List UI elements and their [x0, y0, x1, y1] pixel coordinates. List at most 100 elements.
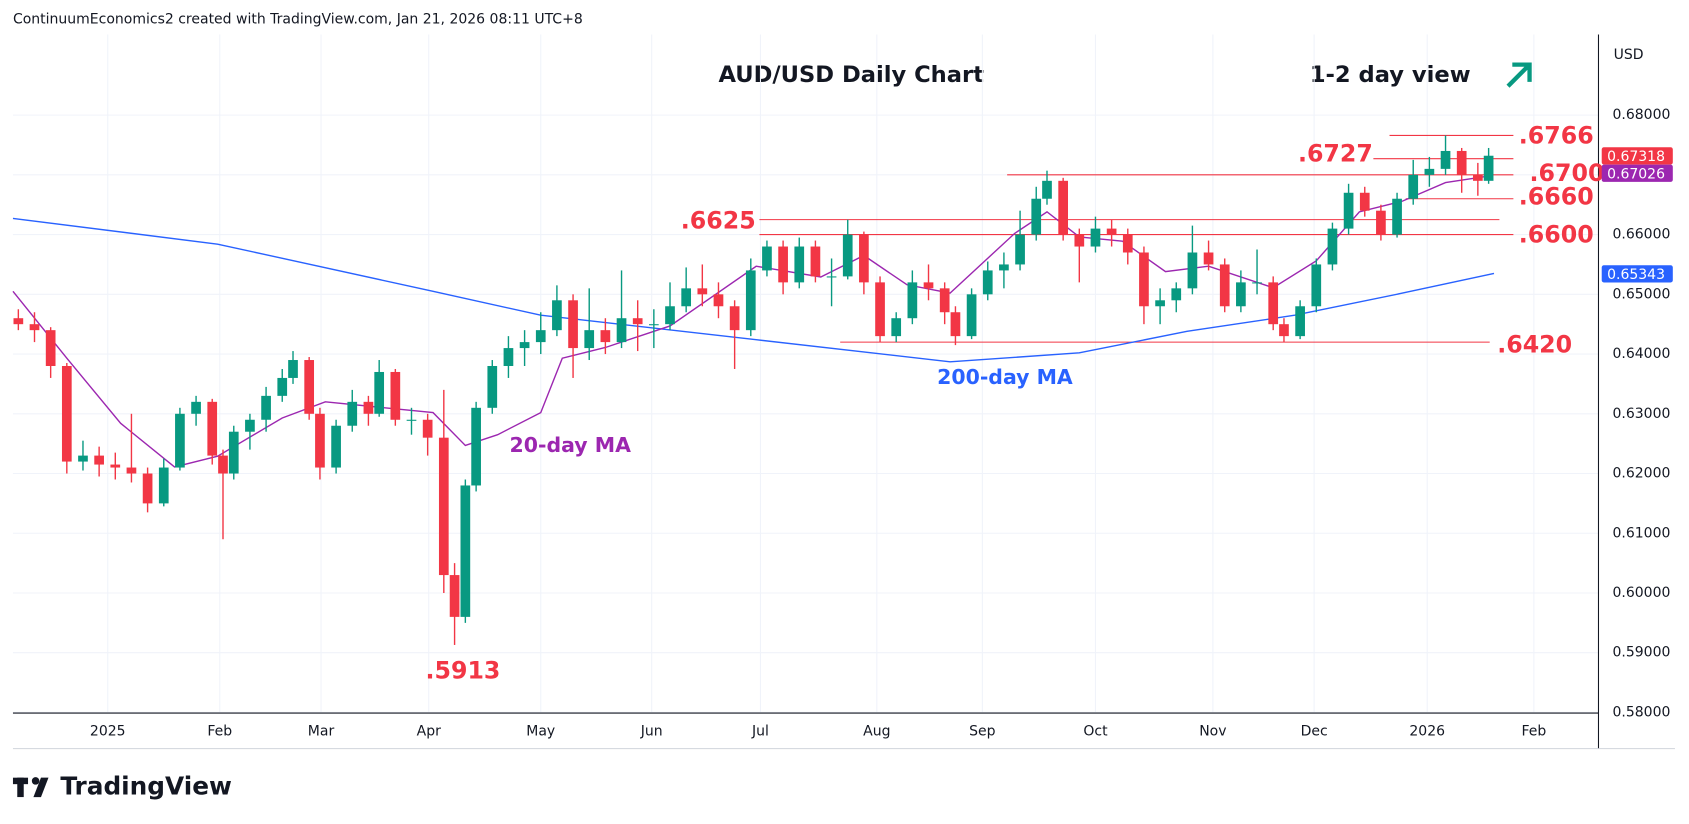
- candle-body: [939, 288, 950, 313]
- candle-body: [745, 270, 756, 331]
- level-label: .6727: [1298, 140, 1373, 168]
- y-tick-label: 0.59000: [1612, 645, 1670, 661]
- price-tag: [1601, 164, 1673, 182]
- candle-body: [535, 330, 546, 343]
- y-tick-label: 0.58000: [1612, 704, 1670, 720]
- chart-title: AUD/USD Daily Chart: [718, 62, 984, 88]
- candle-body: [552, 300, 562, 331]
- candle-body: [1015, 234, 1025, 265]
- candle-body: [315, 413, 325, 468]
- x-tick-label: 2025: [90, 723, 126, 739]
- candle-body: [175, 413, 185, 468]
- candle-body: [794, 246, 805, 283]
- candle-body: [907, 282, 918, 319]
- candle-body: [503, 348, 514, 366]
- candle-body: [681, 288, 692, 307]
- candle-body: [331, 425, 341, 468]
- candle-body: [762, 246, 772, 271]
- candle-body: [449, 575, 460, 617]
- x-tick-label: Jul: [751, 723, 769, 739]
- candle-body: [859, 234, 869, 283]
- candle-body: [438, 437, 449, 576]
- y-tick-label: 0.64000: [1612, 346, 1670, 362]
- y-tick-label: 0.61000: [1612, 525, 1670, 541]
- candle-body: [207, 401, 218, 456]
- candle-body: [1058, 180, 1069, 235]
- level-label: .6625: [681, 206, 756, 234]
- candle-body: [778, 246, 788, 283]
- candle-body: [61, 365, 72, 462]
- candle-body: [288, 360, 298, 378]
- level-label: .6700: [1530, 159, 1605, 187]
- candle-body: [600, 330, 611, 343]
- candle-body: [1295, 306, 1305, 337]
- candle-body: [665, 306, 675, 325]
- candle-body: [460, 485, 471, 617]
- candle-body: [826, 276, 837, 278]
- candle-body: [1359, 192, 1370, 211]
- candle-body: [632, 318, 643, 325]
- candle-body: [1473, 174, 1483, 181]
- candle-body: [374, 371, 385, 414]
- candle-body: [13, 318, 24, 325]
- candle-body: [875, 282, 885, 337]
- candle-body: [1187, 252, 1198, 289]
- candle-body: [110, 464, 121, 468]
- low-label: .5913: [425, 656, 500, 684]
- candle-body: [1031, 198, 1042, 235]
- candle-body: [649, 324, 659, 326]
- candle-body: [891, 318, 902, 337]
- x-tick-label: Sep: [969, 723, 996, 739]
- ma-line: [12, 217, 1495, 363]
- candle-body: [471, 407, 481, 486]
- candle-body: [1483, 155, 1494, 181]
- x-tick-label: Oct: [1083, 723, 1108, 739]
- candle-body: [1042, 180, 1052, 199]
- candle-body: [842, 234, 853, 277]
- y-tick-label: 0.60000: [1612, 585, 1670, 601]
- candle-body: [1122, 234, 1133, 253]
- x-tick-label: Jun: [640, 723, 663, 739]
- brand: TradingView: [60, 771, 232, 800]
- price-tag: [1601, 265, 1673, 283]
- candle-body: [1171, 288, 1182, 301]
- x-tick-label: Feb: [1521, 723, 1546, 739]
- candle-body: [1236, 282, 1246, 307]
- logo: [12, 777, 49, 798]
- candle-body: [390, 371, 401, 420]
- x-tick-label: Apr: [417, 723, 441, 739]
- candle-body: [616, 318, 627, 343]
- currency: USD: [1614, 47, 1644, 63]
- price-tag: [1601, 147, 1673, 165]
- level-label: .6600: [1519, 220, 1594, 248]
- candle-body: [126, 467, 137, 474]
- candle-body: [1139, 252, 1149, 307]
- candle-body: [1203, 252, 1214, 265]
- price-tag-label: 0.67318: [1607, 149, 1665, 165]
- candle-body: [1279, 324, 1289, 337]
- candle-body: [1343, 192, 1354, 229]
- candle-body: [1408, 174, 1419, 199]
- candle-body: [1376, 210, 1386, 235]
- ma-label: 20-day MA: [510, 433, 632, 457]
- trend-arrow: [1506, 62, 1532, 88]
- price-tag-label: 0.65343: [1607, 267, 1665, 283]
- x-tick-label: Nov: [1199, 723, 1226, 739]
- header: ContinuumEconomics2 created with Trading…: [13, 11, 583, 27]
- ma-label: 200-day MA: [937, 365, 1073, 389]
- candle-body: [713, 294, 724, 307]
- candle-body: [729, 306, 740, 331]
- candle-body: [277, 377, 288, 396]
- candle-body: [363, 401, 374, 414]
- level-label: .6420: [1497, 330, 1572, 358]
- candle-body: [923, 282, 934, 289]
- candle-body: [94, 455, 104, 465]
- x-tick-label: Mar: [308, 723, 335, 739]
- candle-body: [29, 324, 40, 331]
- candle-body: [1074, 234, 1085, 247]
- candle-body: [45, 330, 56, 366]
- candle-body: [982, 270, 993, 295]
- candle-body: [261, 395, 271, 420]
- candle-body: [1440, 150, 1451, 169]
- candle-body: [487, 365, 498, 408]
